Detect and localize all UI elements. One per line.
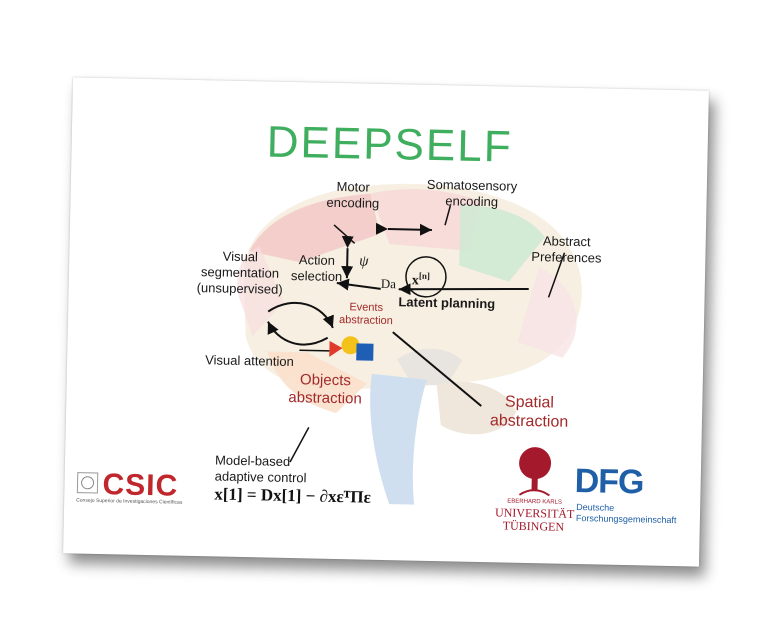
events-abstraction-label: Events abstraction <box>338 301 393 328</box>
visual-segmentation-label: Visual segmentation (unsupervised) <box>196 248 283 297</box>
objects-abstraction-label: Objects abstraction <box>288 371 362 408</box>
visual-attention-label: Visual attention <box>205 352 294 370</box>
csic-logo: CSIC Consejo Superior de Investigaciones… <box>76 468 209 511</box>
spatial-abstraction-label: Spatial abstraction <box>489 393 569 431</box>
oak-tree-icon <box>518 447 552 497</box>
tuebingen-top-text: EBERHARD KARLS <box>507 498 563 506</box>
dfg-subtitle-1: Deutsche <box>576 502 615 513</box>
dfg-logo: DFG Deutsche Forschungsgemeinschaft <box>574 462 685 534</box>
motor-encoding-label: Motor encoding <box>326 178 380 211</box>
csic-subtitle: Consejo Superior de Investigaciones Cien… <box>76 497 183 506</box>
csic-emblem-icon <box>76 472 99 494</box>
brain-diagram <box>237 183 582 505</box>
dfg-wordmark: DFG <box>574 461 644 502</box>
psi-label: ψ <box>359 253 369 270</box>
action-selection-label: Action selection <box>290 252 343 285</box>
slide-card: DEEPSELF <box>63 77 709 567</box>
dfg-subtitle-2: Forschungsgemeinschaft <box>575 513 677 526</box>
somatosensory-label: Somatosensory encoding <box>426 176 518 210</box>
da-label: Da <box>380 275 397 292</box>
abstract-preferences-label: Abstract Preferences <box>531 233 602 266</box>
state-variable-label: x[n] <box>411 270 431 289</box>
tuebingen-bot-text: TÜBINGEN <box>502 518 565 534</box>
control-equation: x[1] = Dx[1] − ∂xεᵀΠε <box>214 484 372 507</box>
tuebingen-logo: EBERHARD KARLS UNIVERSITÄT TÜBINGEN <box>488 444 580 556</box>
model-based-control-label: Model-based adaptive control <box>214 452 307 486</box>
latent-planning-label: Latent planning <box>398 294 496 312</box>
